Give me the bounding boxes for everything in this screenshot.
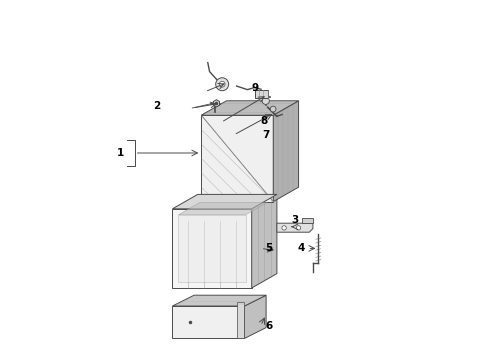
Polygon shape [172,194,276,209]
Text: 2: 2 [152,101,160,111]
Polygon shape [172,209,251,288]
Polygon shape [178,215,245,282]
Polygon shape [172,295,265,306]
Text: 4: 4 [297,243,305,253]
Polygon shape [172,306,244,338]
Polygon shape [302,218,312,223]
Text: 1: 1 [117,148,123,158]
Text: 7: 7 [262,130,269,140]
Circle shape [270,106,275,112]
Text: 8: 8 [260,116,267,126]
Circle shape [262,97,269,104]
Polygon shape [237,302,244,338]
Circle shape [282,226,285,230]
Text: 3: 3 [291,215,298,225]
Circle shape [296,226,300,230]
Polygon shape [244,295,265,338]
Text: 5: 5 [264,243,272,253]
Polygon shape [273,101,298,202]
Polygon shape [213,100,219,107]
Polygon shape [201,101,298,115]
Polygon shape [201,115,273,202]
Polygon shape [254,90,267,98]
Polygon shape [276,223,312,232]
Circle shape [219,81,224,87]
Text: 9: 9 [251,83,258,93]
Polygon shape [251,194,276,288]
Text: 6: 6 [264,321,272,331]
Circle shape [215,78,228,91]
Polygon shape [178,202,266,215]
